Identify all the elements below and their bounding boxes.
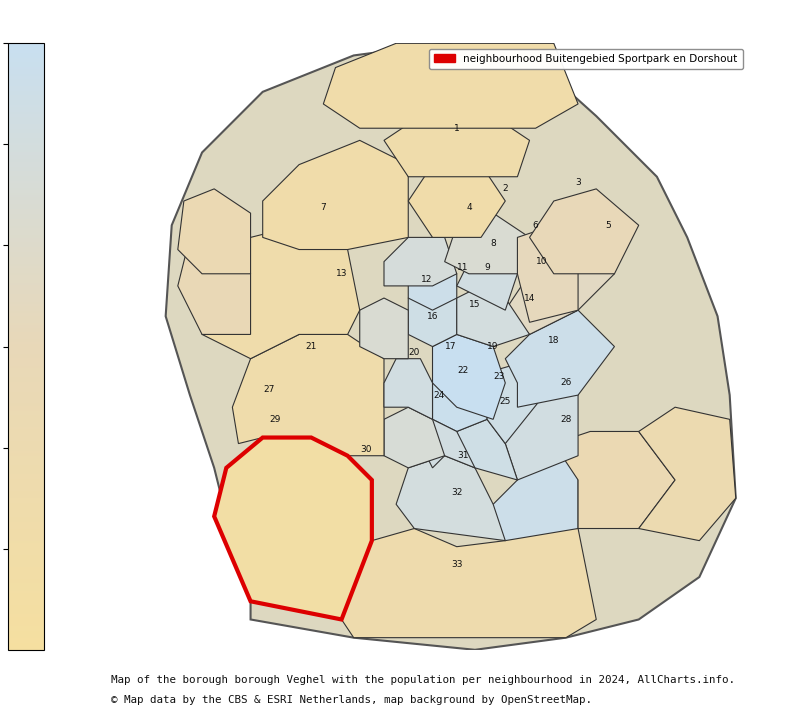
Polygon shape (202, 225, 360, 359)
Polygon shape (323, 43, 578, 129)
Polygon shape (408, 165, 505, 238)
Polygon shape (638, 407, 736, 541)
Polygon shape (457, 250, 518, 310)
Text: 22: 22 (457, 366, 468, 375)
Text: 24: 24 (433, 391, 444, 399)
Polygon shape (233, 334, 384, 456)
Polygon shape (505, 250, 615, 334)
Text: 21: 21 (306, 342, 317, 351)
Text: 9: 9 (484, 264, 490, 272)
Polygon shape (214, 438, 372, 619)
Text: 14: 14 (524, 294, 535, 303)
Text: 28: 28 (561, 415, 572, 424)
Text: 7: 7 (321, 203, 326, 212)
Polygon shape (530, 189, 638, 274)
Text: 5: 5 (606, 221, 611, 230)
Polygon shape (263, 140, 408, 250)
Text: 20: 20 (409, 348, 420, 357)
Text: Map of the borough borough Veghel with the population per neighbourhood in 2024,: Map of the borough borough Veghel with t… (111, 675, 735, 685)
Polygon shape (341, 516, 596, 638)
Text: 17: 17 (445, 342, 457, 351)
Polygon shape (445, 213, 530, 274)
Polygon shape (384, 407, 445, 468)
Text: 2: 2 (503, 184, 508, 193)
Text: 12: 12 (421, 275, 432, 284)
Text: 25: 25 (499, 396, 511, 406)
Polygon shape (420, 419, 475, 468)
Text: 13: 13 (336, 269, 347, 278)
Polygon shape (553, 432, 675, 529)
Polygon shape (408, 261, 457, 310)
Polygon shape (408, 286, 457, 347)
Text: 18: 18 (548, 336, 560, 345)
Text: 3: 3 (575, 178, 581, 187)
Text: 6: 6 (533, 221, 538, 230)
Legend: neighbourhood Buitengebied Sportpark en Dorshout: neighbourhood Buitengebied Sportpark en … (429, 48, 742, 69)
Text: 29: 29 (269, 415, 280, 424)
Text: 1: 1 (454, 123, 460, 133)
Polygon shape (505, 383, 578, 480)
Text: 15: 15 (469, 300, 480, 308)
Polygon shape (166, 43, 736, 650)
Polygon shape (487, 359, 553, 443)
Text: 33: 33 (451, 560, 463, 570)
Polygon shape (505, 310, 615, 407)
Polygon shape (518, 225, 578, 322)
Text: 11: 11 (457, 264, 468, 272)
Text: 23: 23 (494, 373, 505, 381)
Text: © Map data by the CBS & ESRI Netherlands, map background by OpenStreetMap.: © Map data by the CBS & ESRI Netherlands… (111, 695, 592, 705)
Polygon shape (475, 443, 578, 541)
Polygon shape (457, 286, 530, 347)
Polygon shape (433, 371, 487, 432)
Text: 16: 16 (426, 312, 438, 321)
Polygon shape (178, 238, 251, 334)
Text: 31: 31 (457, 451, 468, 460)
Text: 19: 19 (488, 342, 499, 351)
Polygon shape (384, 359, 433, 419)
Text: 32: 32 (451, 487, 462, 497)
Text: 4: 4 (466, 203, 472, 212)
Text: 26: 26 (561, 378, 572, 388)
Text: 30: 30 (360, 445, 372, 454)
Text: 10: 10 (536, 257, 547, 266)
Polygon shape (384, 238, 457, 286)
Polygon shape (433, 334, 505, 419)
Polygon shape (178, 189, 251, 274)
Text: 8: 8 (490, 239, 496, 248)
Polygon shape (457, 419, 518, 480)
Polygon shape (384, 116, 530, 177)
Text: 27: 27 (263, 385, 275, 393)
Polygon shape (396, 456, 505, 541)
Polygon shape (360, 298, 408, 359)
